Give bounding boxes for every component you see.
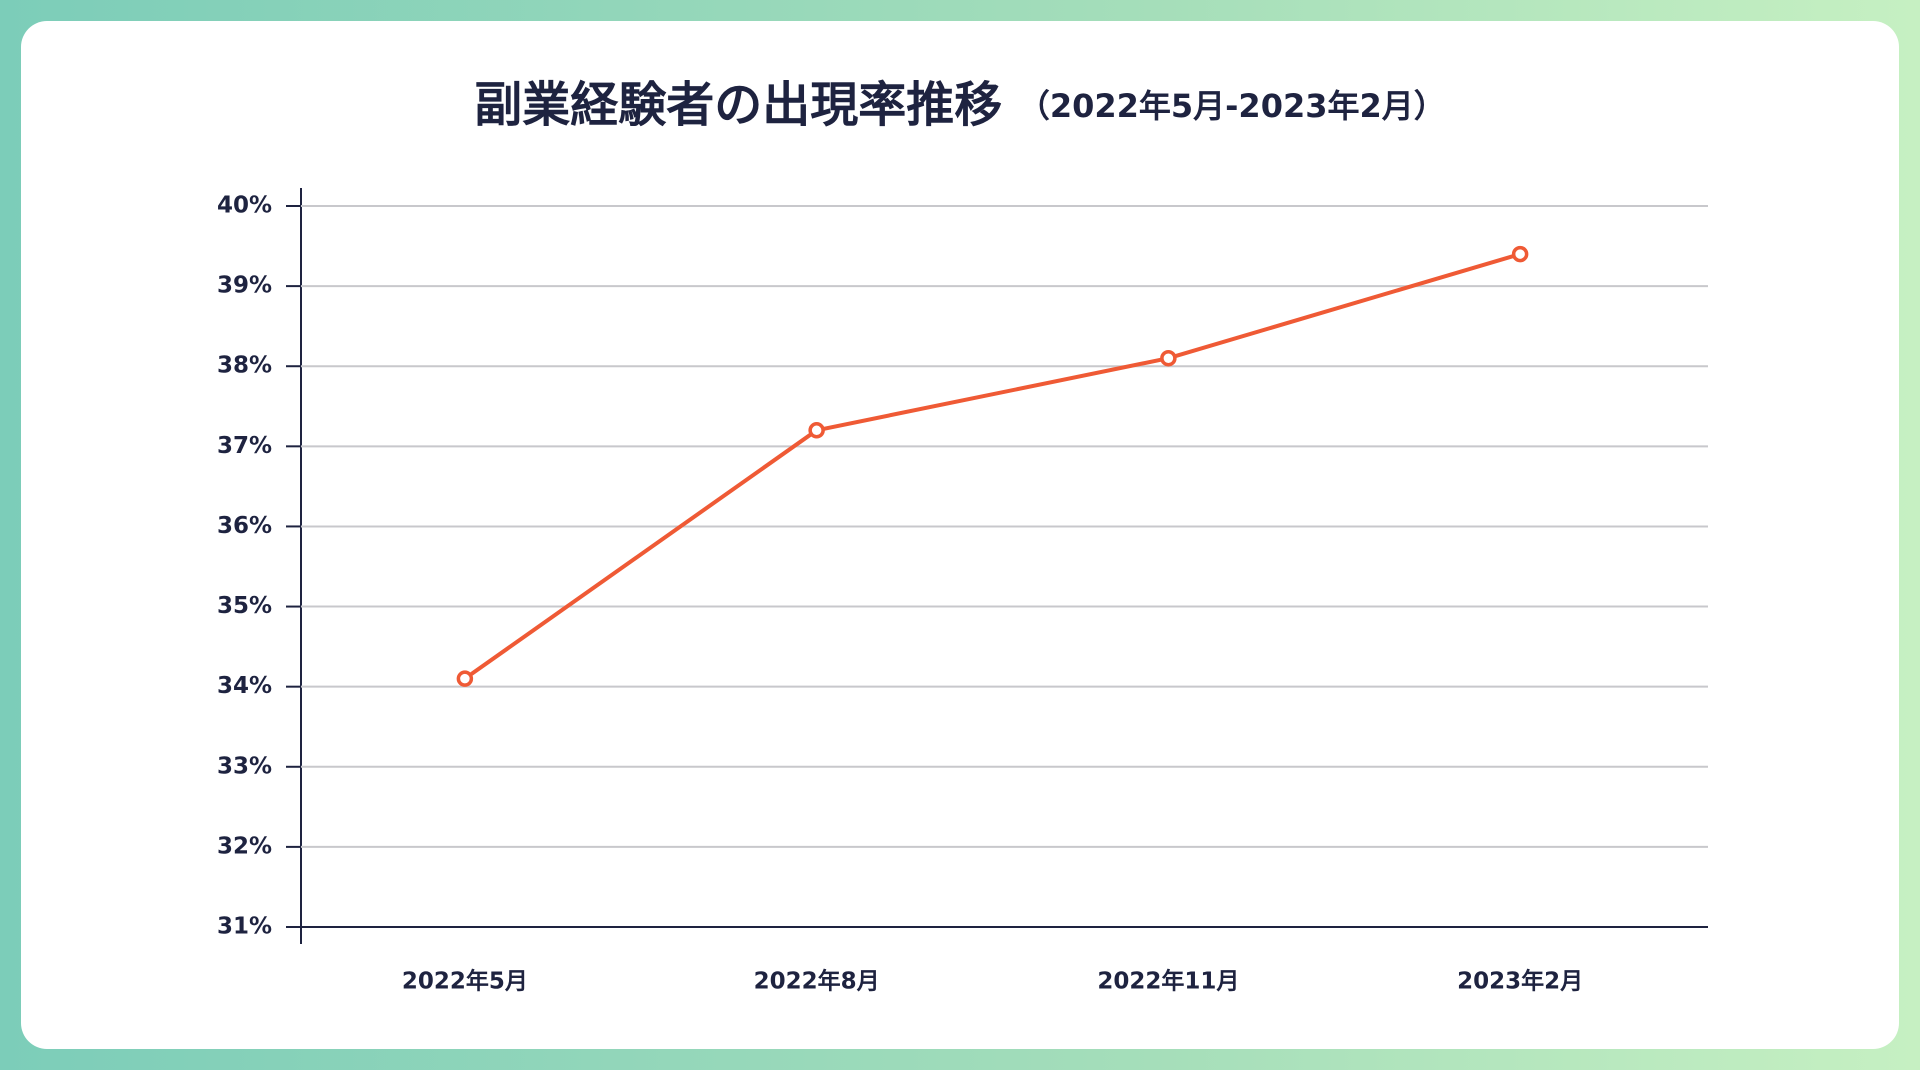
y-tick-label: 36% [217, 513, 272, 539]
y-tick-label: 38% [217, 353, 272, 379]
chart-title: 副業経験者の出現率推移 [474, 77, 1002, 133]
point [1511, 245, 1529, 263]
chart-heading: 副業経験者の出現率推移 （2022年5月-2023年2月） [474, 77, 1446, 133]
point [1160, 349, 1177, 367]
y-tick-label: 37% [217, 433, 272, 459]
point [456, 670, 474, 687]
card [21, 21, 1899, 1049]
x-tick-label: 2023年2月 [1457, 968, 1583, 995]
y-tick-label: 40% [217, 193, 272, 219]
y-tick-label: 34% [217, 673, 272, 699]
y-tick-label: 32% [217, 833, 272, 859]
y-tick-label: 35% [217, 593, 272, 619]
x-tick-label: 2022年8月 [754, 968, 880, 995]
y-tick-label: 31% [217, 914, 272, 940]
point [808, 422, 825, 439]
line [463, 252, 1521, 681]
x-tick-label: 2022年11月 [1097, 968, 1239, 995]
y-tick-label: 39% [217, 273, 272, 299]
x-tick-label: 2022年5月 [402, 968, 528, 995]
y-tick-label: 33% [217, 753, 272, 779]
chart-subtitle: （2022年5月-2023年2月） [1018, 87, 1446, 125]
